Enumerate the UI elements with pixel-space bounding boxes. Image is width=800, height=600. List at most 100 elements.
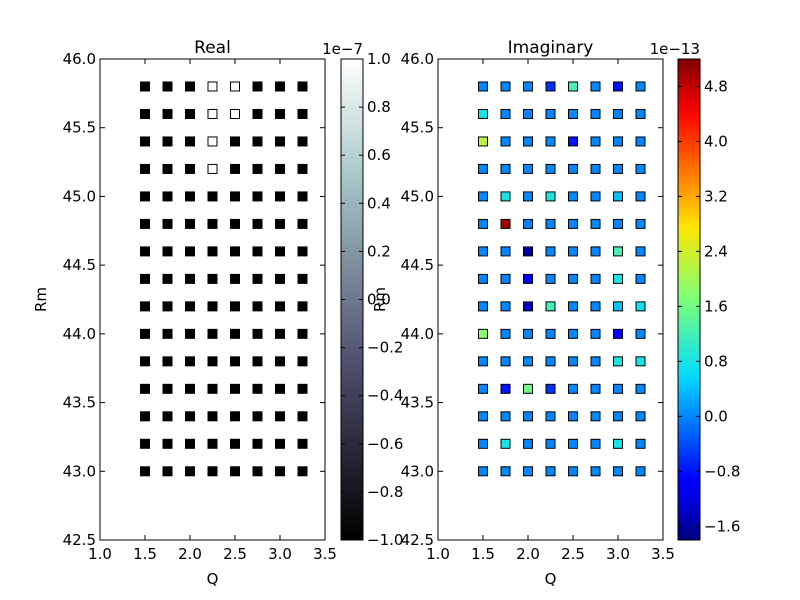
data-point [500, 438, 511, 449]
data-point [162, 438, 173, 449]
data-point [162, 246, 173, 257]
data-point [545, 328, 556, 339]
data-point [207, 81, 218, 92]
data-point [568, 136, 578, 147]
data-point [613, 218, 623, 229]
colorbar: −1.0 −0.8 −0.6 −0.4 −0.2 0.0 0.2 0.4 0.6 0.8 1.01e… [322, 40, 403, 549]
data-point [297, 246, 308, 257]
data-point [230, 383, 240, 394]
data-point [297, 438, 308, 449]
colorbar-tick-label: 4.0 [704, 132, 728, 150]
data-point [185, 191, 195, 202]
data-point [162, 301, 173, 312]
colorbar-tick-label: 0.0 [367, 291, 391, 309]
data-point [185, 246, 195, 257]
data-point [230, 108, 240, 119]
colorbar-tick-label: 0.0 [704, 407, 728, 425]
data-point [297, 301, 308, 312]
data-point [613, 383, 623, 394]
data-point [162, 383, 173, 394]
data-point [500, 273, 511, 284]
data-point [590, 273, 601, 284]
data-point [635, 246, 646, 257]
data-point [545, 191, 556, 202]
data-point [545, 411, 556, 422]
colorbar-tick-label: 3.2 [704, 187, 728, 205]
data-point [590, 438, 601, 449]
data-point [545, 356, 556, 367]
data-point [500, 383, 511, 394]
data-point [230, 301, 240, 312]
y-tick-label: 45.5 [401, 119, 434, 137]
y-tick-label: 43.0 [401, 462, 434, 480]
data-point [230, 466, 240, 477]
panel-imaginary: 1.0 1.5 2.0 2.5 3.0 3.5 42.5 43.0 43.5 44.0 44.5 45… [401, 38, 741, 588]
data-point [478, 218, 488, 229]
data-point [635, 328, 646, 339]
data-point [252, 356, 263, 367]
data-point [635, 383, 646, 394]
data-point [140, 273, 150, 284]
data-point [590, 411, 601, 422]
data-point [275, 301, 285, 312]
data-point [500, 411, 511, 422]
data-point [635, 108, 646, 119]
data-point [568, 438, 578, 449]
x-tick-label: 2.5 [223, 545, 247, 563]
y-tick-label: 44.5 [63, 256, 96, 274]
data-point [297, 328, 308, 339]
data-point [162, 328, 173, 339]
data-point [478, 466, 488, 477]
data-point [252, 438, 263, 449]
data-point [590, 246, 601, 257]
colorbar-tick-label: 2.4 [704, 242, 728, 260]
x-tick-label: 1.5 [471, 545, 495, 563]
data-point [478, 411, 488, 422]
data-point [252, 383, 263, 394]
data-point [297, 81, 308, 92]
chart-title: Real [194, 38, 231, 58]
data-point [590, 136, 601, 147]
data-point [230, 328, 240, 339]
data-point [140, 411, 150, 422]
data-point [590, 163, 601, 174]
data-point [523, 108, 533, 119]
data-point [275, 191, 285, 202]
y-tick-label: 43.5 [401, 394, 434, 412]
data-point [185, 438, 195, 449]
data-point [185, 218, 195, 229]
data-point [568, 466, 578, 477]
data-point [297, 191, 308, 202]
colorbar-tick-label: 0.8 [704, 352, 728, 370]
y-tick-label: 44.0 [401, 325, 434, 343]
data-point [162, 218, 173, 229]
data-point [500, 301, 511, 312]
data-point [545, 466, 556, 477]
data-point [478, 328, 488, 339]
x-tick-label: 2.5 [561, 545, 585, 563]
data-point [523, 191, 533, 202]
data-point [523, 218, 533, 229]
data-point [207, 246, 218, 257]
data-point [275, 438, 285, 449]
data-point [275, 108, 285, 119]
data-point [275, 411, 285, 422]
data-point [545, 273, 556, 284]
data-point [590, 191, 601, 202]
data-point [500, 328, 511, 339]
data-point [635, 136, 646, 147]
data-point [590, 218, 601, 229]
data-point [613, 81, 623, 92]
data-point [545, 81, 556, 92]
data-point [635, 163, 646, 174]
data-point [140, 301, 150, 312]
data-point [500, 136, 511, 147]
colorbar-tick-label: −0.4 [367, 387, 403, 405]
data-point [568, 108, 578, 119]
data-point [185, 163, 195, 174]
data-point [613, 466, 623, 477]
data-point [500, 163, 511, 174]
data-point [140, 191, 150, 202]
y-tick-label: 45.5 [63, 119, 96, 137]
